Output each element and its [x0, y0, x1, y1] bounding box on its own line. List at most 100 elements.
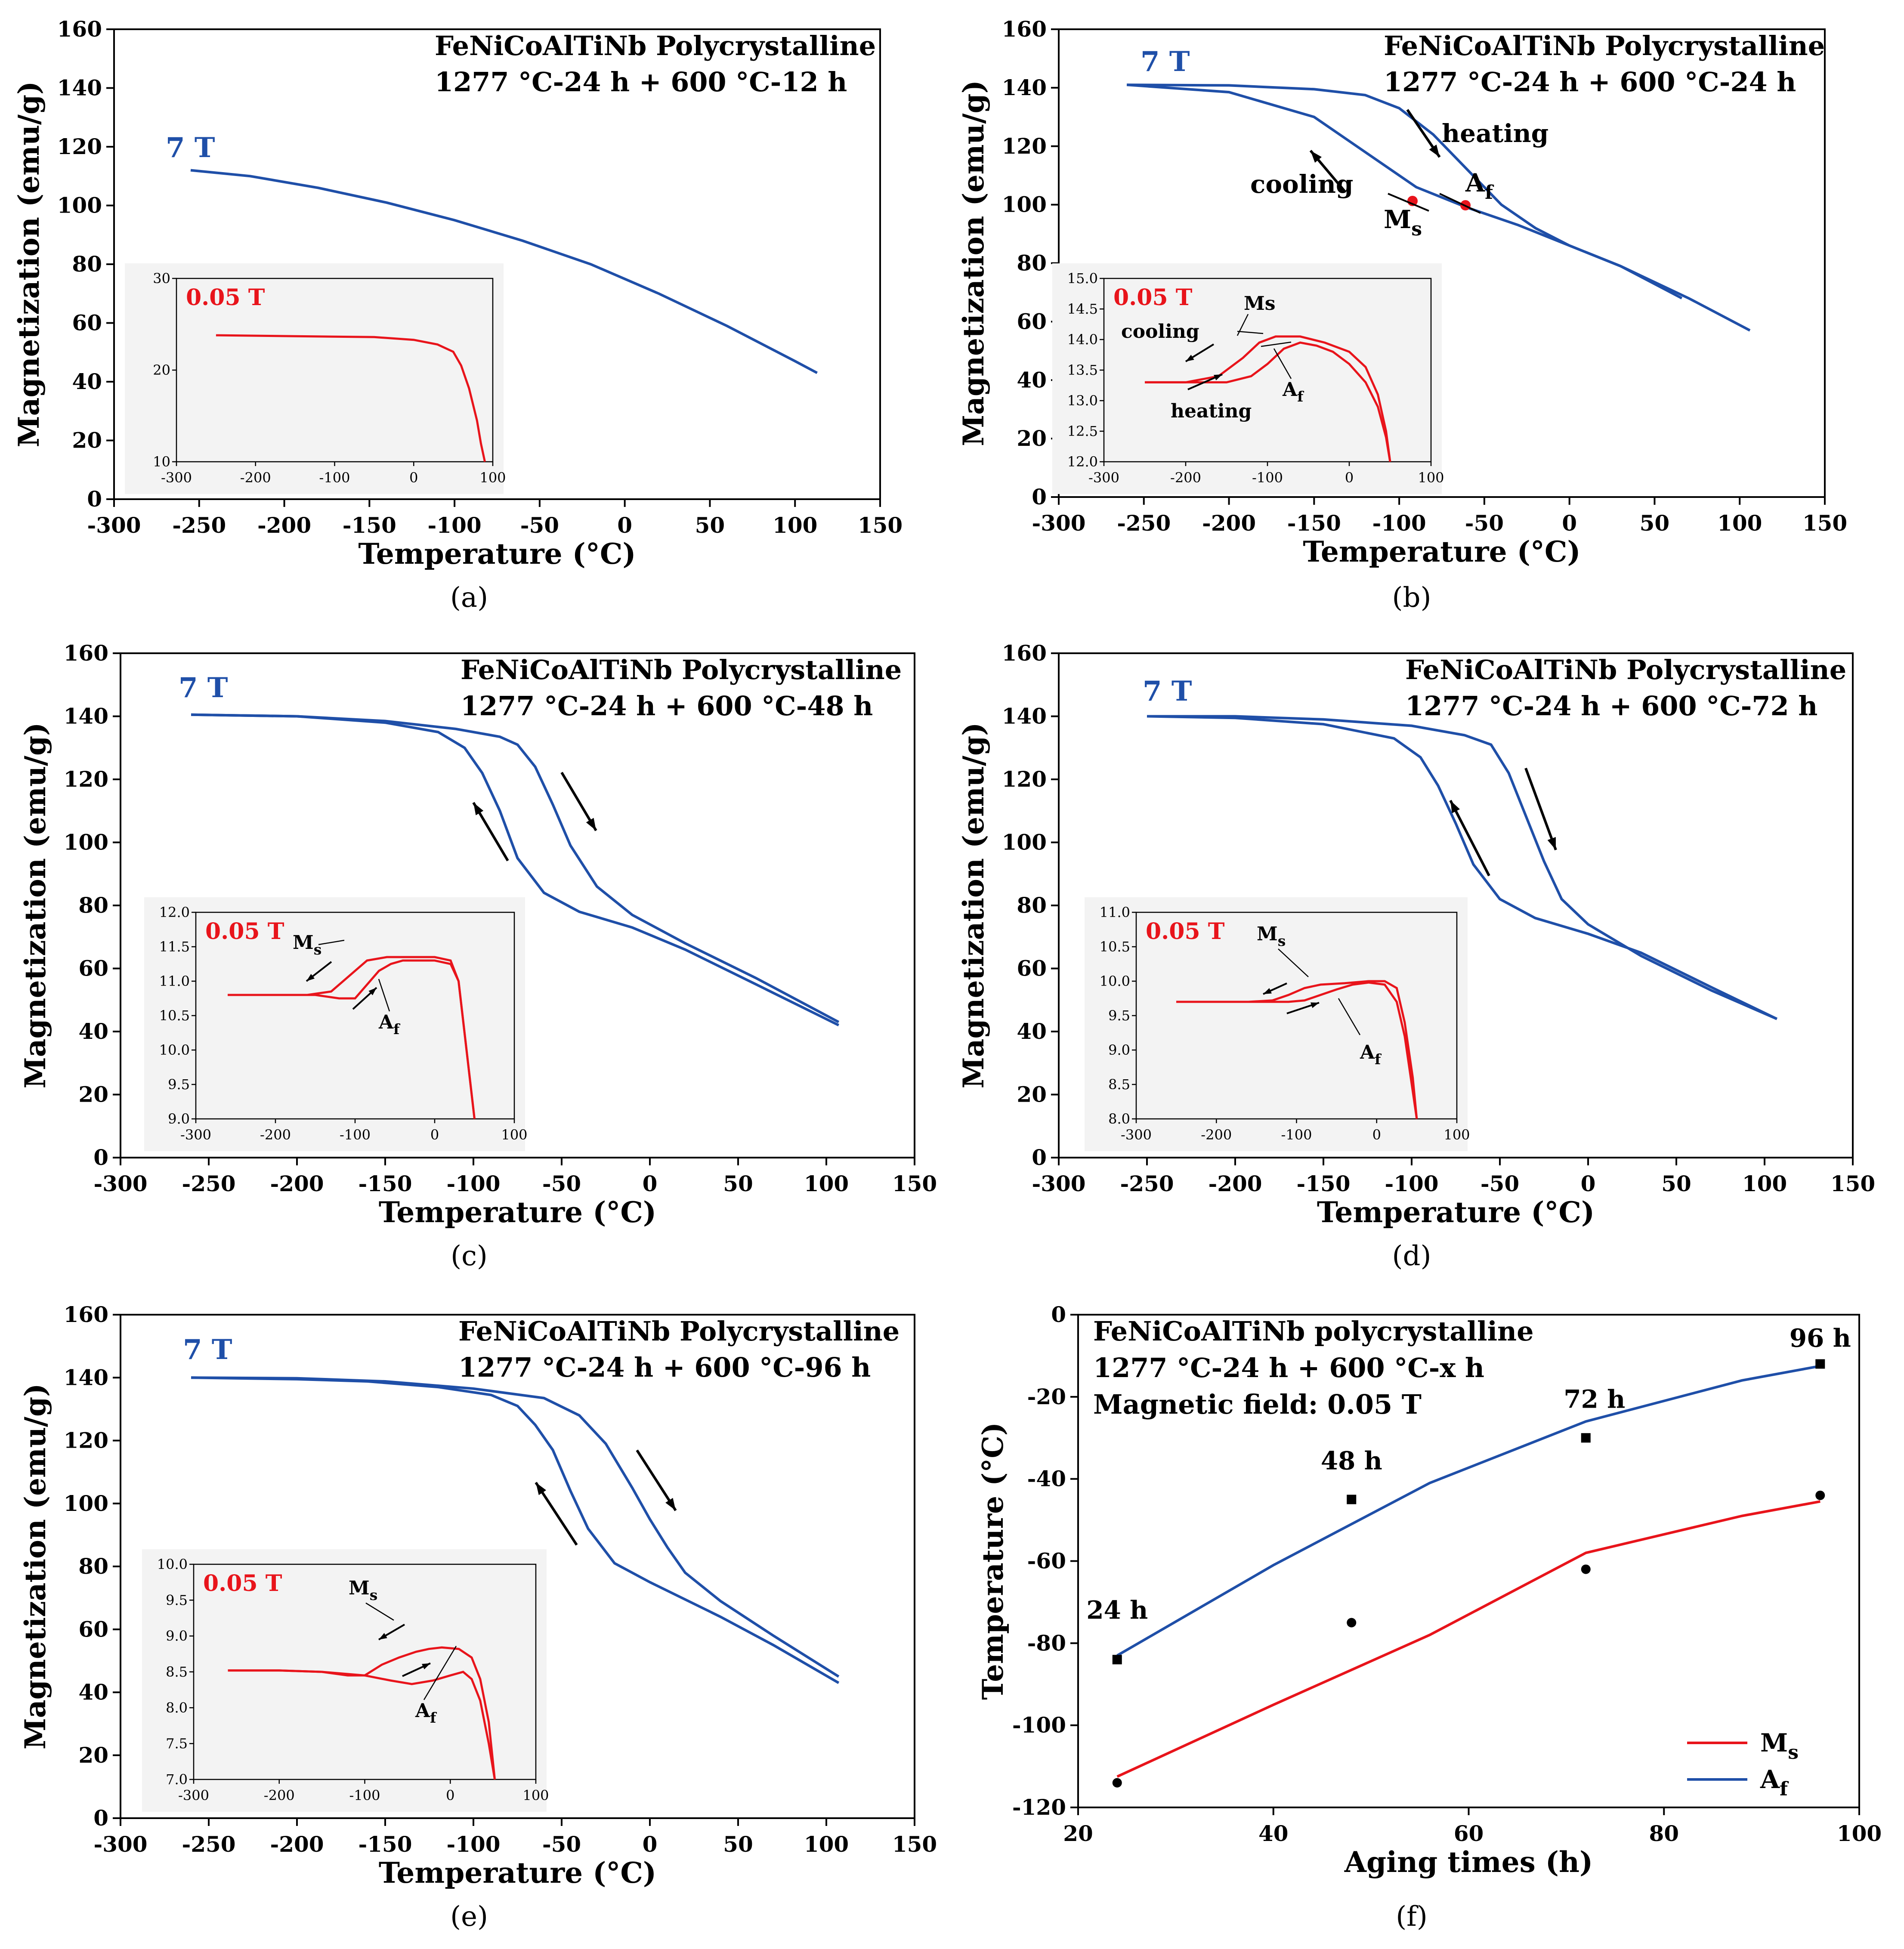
title-line-1: FeNiCoAlTiNb Polycrystalline [435, 30, 876, 62]
inset-y-tick-label: 10.5 [1100, 939, 1130, 955]
x-tick-label: -200 [1208, 1171, 1262, 1196]
inset-y-tick-label: 10.5 [159, 1007, 190, 1024]
inset-x-tick-label: -200 [264, 1787, 295, 1804]
inset-heating-label: heating [1171, 400, 1252, 422]
inset-y-tick-label: 11.0 [159, 973, 190, 989]
x-tick-label: -100 [428, 513, 482, 538]
x-tick-label: 100 [1837, 1821, 1882, 1846]
y-tick-label: 0 [87, 486, 102, 512]
point-label: 72 h [1564, 1384, 1625, 1414]
x-tick-label: -200 [257, 513, 311, 538]
inset-y-tick-label: 13.5 [1067, 362, 1098, 378]
inset-Af-leader [1273, 348, 1292, 379]
x-axis-title: Temperature (°C) [379, 1856, 656, 1890]
x-tick-label: -100 [1372, 510, 1426, 536]
y-tick-label: 0 [93, 1145, 108, 1170]
inset-x-tick-label: -300 [178, 1787, 209, 1804]
inset-x-tick-label: 100 [522, 1787, 549, 1804]
y-tick-label: 0 [1051, 1302, 1066, 1327]
inset-y-tick-label: 14.5 [1067, 301, 1098, 317]
inset-y-tick-label: 9.0 [1108, 1042, 1130, 1058]
inset-heating-arrow-head [1214, 374, 1222, 380]
inset-y-tick-label: 9.5 [168, 1076, 190, 1093]
inset-background [142, 1549, 547, 1812]
y-tick-label: 160 [64, 640, 108, 666]
point-Af [1581, 1433, 1591, 1443]
x-tick-label: 80 [1649, 1821, 1679, 1846]
x-tick-label: 50 [1640, 510, 1670, 536]
title-line-2: 1277 °C-24 h + 600 °C-48 h [461, 690, 873, 722]
inset-x-tick-label: -300 [1088, 469, 1119, 486]
inset-y-tick-label: 10.0 [1100, 973, 1130, 989]
inset-field-label: 0.05 T [203, 1570, 282, 1597]
x-tick-label: 40 [1258, 1821, 1289, 1846]
inset-x-tick-label: 100 [479, 469, 506, 486]
inset-background [1052, 263, 1442, 494]
y-tick-label: 140 [57, 75, 102, 101]
inset-Af-leader [1338, 998, 1361, 1035]
y-tick-label: 40 [1017, 367, 1047, 392]
inset-series-heating [1145, 341, 1391, 462]
x-tick-label: 150 [1802, 510, 1847, 536]
x-tick-label: 100 [804, 1832, 849, 1857]
inset-Ms-leader [365, 1602, 394, 1621]
y-tick-label: 120 [57, 134, 102, 159]
panel-label: (f) [1396, 1901, 1428, 1933]
point-Ms [1581, 1564, 1591, 1574]
inset-y-tick-label: 13.0 [1067, 392, 1098, 409]
x-tick-label: -200 [270, 1832, 324, 1857]
title-line-2: 1277 °C-24 h + 600 °C-72 h [1405, 690, 1817, 722]
inset-field-label: 0.05 T [1113, 284, 1193, 311]
inset-Ms-label: Ms [1257, 923, 1286, 949]
inset-y-tick-label: 20 [153, 362, 170, 378]
y-tick-label: 20 [72, 428, 102, 453]
y-axis-title: Magnetization (emu/g) [19, 723, 52, 1089]
x-tick-label: 60 [1454, 1821, 1484, 1846]
x-tick-label: -50 [542, 1171, 581, 1196]
cooling-arrow [1449, 800, 1490, 877]
x-tick-label: 0 [1581, 1171, 1596, 1196]
panel-f: 20 40 60 80 100 -120 -100 -80 -60 -40 -20 0 Aging ti… [976, 1302, 1882, 1933]
inset-y-tick-label: 30 [153, 270, 170, 287]
inset-cooling-arrow-head [1186, 355, 1194, 361]
inset: -300 -200 -100 0 100 7.0 7.5 8.0 8.5 9.0 9.5 10.0 0.… [142, 1549, 549, 1812]
y-tick-label: 60 [1017, 309, 1047, 334]
series-heating [191, 1376, 840, 1678]
inset-y-tick-label: 9.5 [166, 1592, 188, 1608]
x-axis-title: Temperature (°C) [1303, 535, 1580, 568]
inset-x-tick-label: -200 [240, 469, 271, 486]
cooling-arrow [535, 1482, 578, 1546]
inset-y-tick-label: 9.5 [1108, 1007, 1130, 1024]
inset-Af-label: Af [1282, 379, 1304, 405]
inset-x-tick-label: 100 [1443, 1127, 1470, 1143]
x-tick-label: 50 [723, 1832, 753, 1857]
inset-x-tick-label: -300 [1121, 1127, 1152, 1143]
cooling-arrow-head [536, 1483, 547, 1495]
y-tick-label: -20 [1027, 1384, 1066, 1409]
y-tick-label: 160 [1002, 640, 1047, 666]
y-tick-label: 100 [64, 830, 108, 855]
inset-x-tick-label: -200 [1170, 469, 1201, 486]
x-tick-label: 100 [804, 1171, 849, 1196]
y-tick-label: 160 [57, 16, 102, 42]
y-tick-label: 140 [1002, 75, 1047, 100]
inset-y-tick-label: 10 [153, 454, 170, 470]
point-Ms [1112, 1778, 1122, 1788]
y-tick-label: 100 [64, 1491, 108, 1516]
y-tick-label: 160 [1002, 16, 1047, 42]
inset: -300 -200 -100 0 100 9.0 9.5 10.0 10.5 11.0 11.5 12… [144, 897, 528, 1151]
cooling-arrow-head [1450, 800, 1460, 813]
inset-series-cooling [228, 956, 476, 1119]
x-tick-label: -300 [1032, 510, 1085, 536]
point-Af [1815, 1359, 1825, 1369]
inset-y-tick-label: 8.0 [166, 1699, 188, 1716]
inset-Ms-label: Ms [1244, 293, 1275, 315]
y-tick-label: 20 [1017, 1082, 1047, 1107]
x-tick-label: 100 [1717, 510, 1762, 536]
x-tick-label: -300 [93, 1832, 147, 1857]
x-tick-label: -200 [1202, 510, 1256, 536]
fit-line-Af [1116, 1365, 1821, 1657]
field-label-7T: 7 T [166, 132, 215, 164]
inset-x-tick-label: -300 [161, 469, 192, 486]
field-label-7T: 7 T [1141, 46, 1190, 78]
